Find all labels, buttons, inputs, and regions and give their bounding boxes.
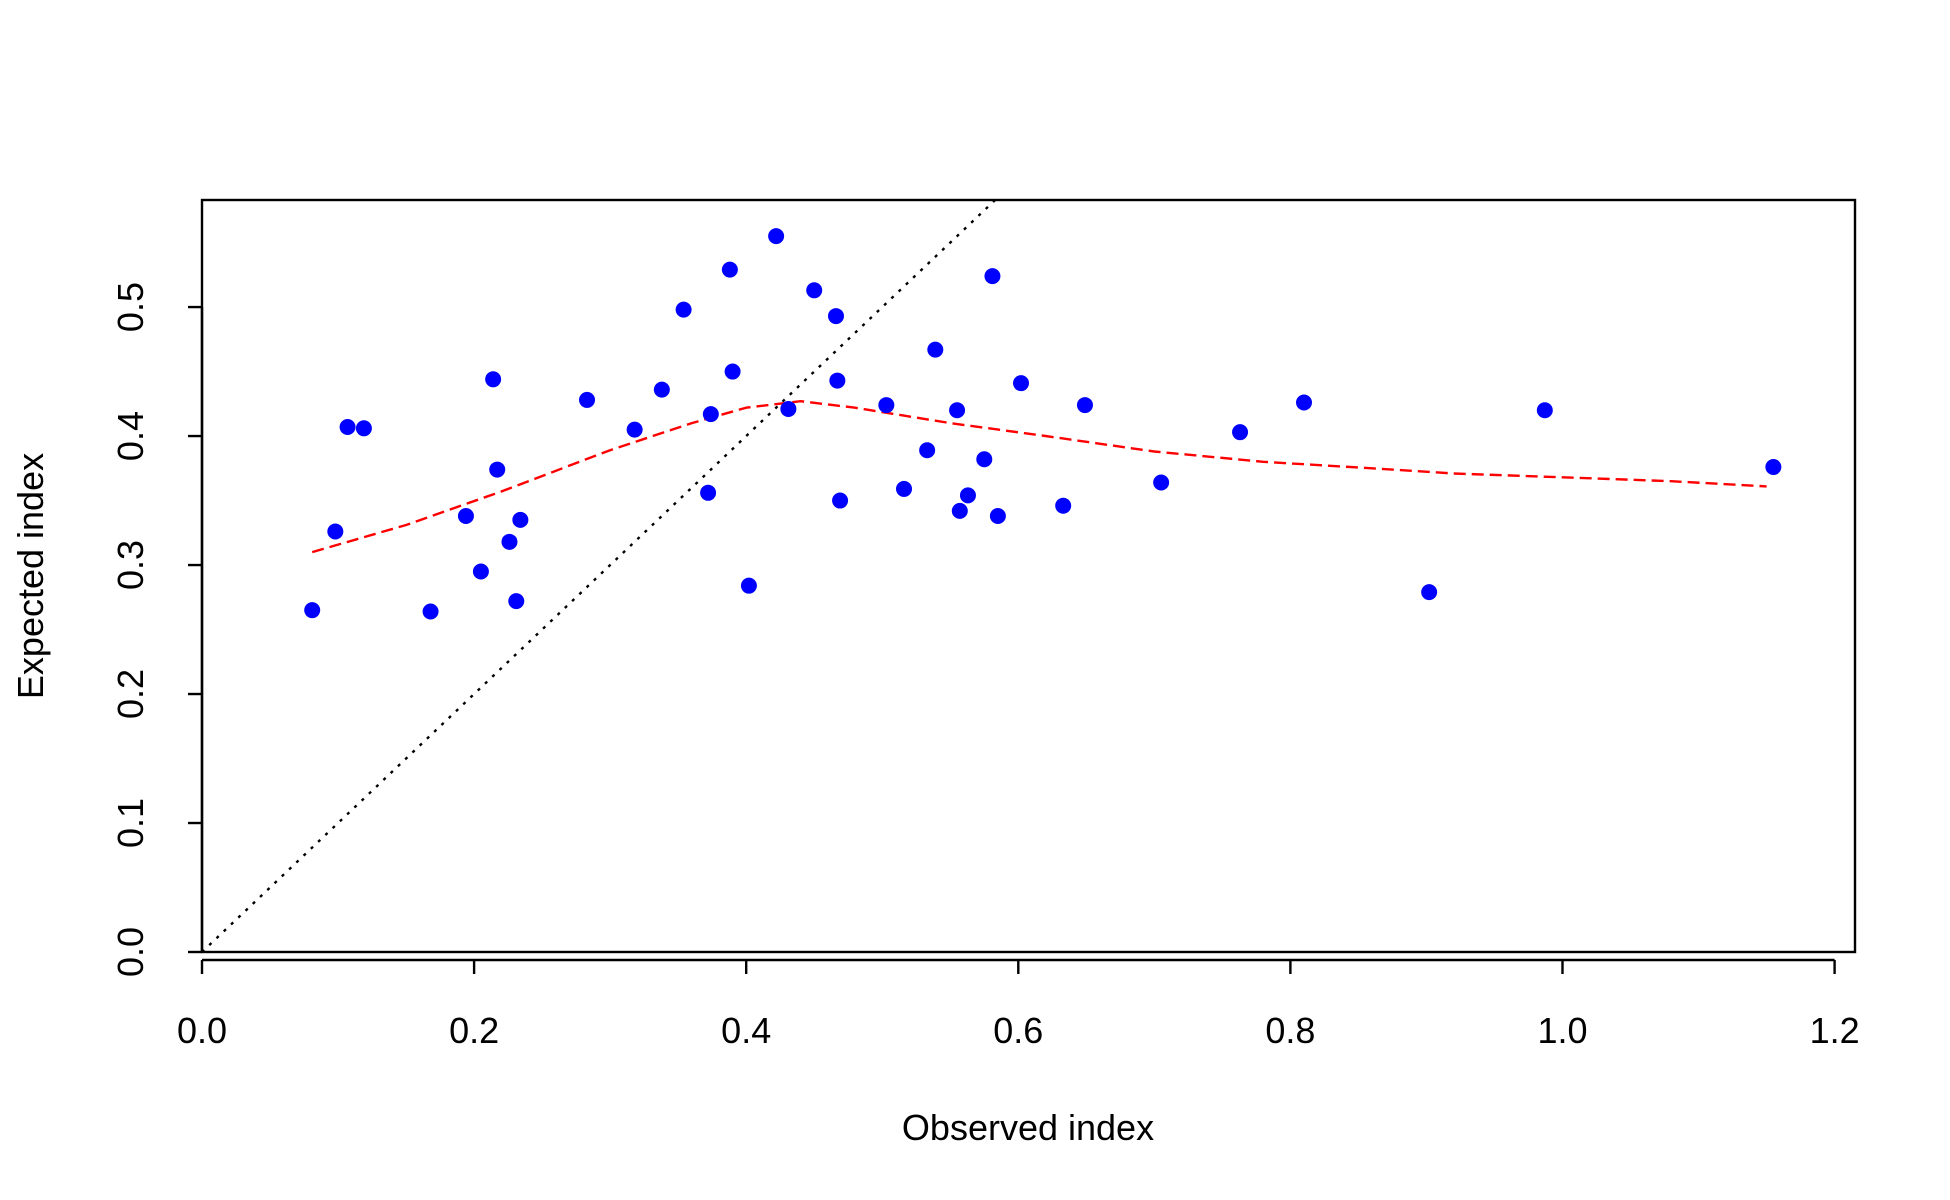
data-point: [768, 228, 785, 245]
data-point: [485, 371, 502, 388]
y-axis: 0.0 0.1 0.2 0.3 0.4 0.5: [110, 282, 204, 977]
data-point: [919, 442, 936, 459]
y-tick-label: 0.2: [110, 669, 151, 719]
x-tick-label: 0.8: [1265, 1010, 1315, 1051]
data-point: [700, 484, 717, 501]
data-point: [806, 282, 823, 299]
data-point: [829, 372, 846, 389]
data-point: [626, 421, 643, 438]
data-point: [827, 308, 844, 325]
data-point: [832, 492, 849, 509]
y-tick-label: 0.3: [110, 540, 151, 590]
data-point: [702, 406, 719, 423]
x-tick-label: 0.4: [721, 1010, 771, 1051]
data-point: [1013, 375, 1030, 392]
identity-line-group: [201, 199, 996, 953]
data-point: [304, 602, 321, 619]
data-point: [339, 419, 356, 436]
plot-frame: [200, 198, 1857, 954]
data-point: [896, 480, 913, 497]
smooth-line: [311, 399, 1767, 554]
x-tick-label: 0.0: [177, 1010, 227, 1051]
data-point: [1421, 584, 1438, 601]
data-point: [949, 402, 966, 419]
data-point: [976, 451, 993, 468]
data-point: [1536, 402, 1553, 419]
identity-line: [201, 199, 996, 953]
data-point: [457, 508, 474, 525]
data-point: [1296, 394, 1312, 411]
data-points: [304, 228, 1782, 620]
x-tick-label: 1.0: [1537, 1010, 1587, 1051]
data-point: [327, 523, 344, 540]
data-point: [508, 593, 525, 610]
x-axis-title: Observed index: [902, 1107, 1154, 1148]
data-point: [653, 381, 670, 398]
data-point: [724, 363, 741, 380]
data-point: [927, 341, 944, 358]
data-point: [721, 261, 738, 278]
x-tick-label: 1.2: [1810, 1010, 1860, 1051]
data-point: [1765, 459, 1782, 476]
data-point: [878, 397, 895, 414]
data-point: [501, 533, 518, 550]
data-point: [1055, 497, 1072, 514]
data-point: [675, 301, 692, 318]
data-point: [422, 603, 439, 620]
data-point: [579, 391, 596, 408]
data-point: [780, 400, 797, 417]
x-tick-label: 0.6: [993, 1010, 1043, 1051]
x-axis: 0.0 0.2 0.4 0.6 0.8 1.0 1.2: [177, 958, 1860, 1051]
y-tick-label: 0.4: [110, 411, 151, 461]
data-point: [989, 508, 1006, 525]
data-point: [472, 563, 489, 580]
y-tick-label: 0.5: [110, 282, 151, 332]
y-axis-title: Expected index: [10, 453, 51, 699]
data-point: [1232, 424, 1249, 441]
data-point: [740, 577, 757, 594]
data-point: [984, 268, 1001, 285]
data-point: [951, 502, 968, 519]
data-point: [959, 487, 976, 504]
y-tick-label: 0.1: [110, 798, 151, 848]
data-point: [355, 420, 372, 437]
smooth-line-group: [311, 399, 1767, 554]
data-point: [1153, 474, 1170, 491]
x-tick-label: 0.2: [449, 1010, 499, 1051]
data-point: [512, 511, 529, 528]
y-tick-label: 0.0: [110, 927, 151, 977]
data-point: [1076, 397, 1093, 414]
data-point: [489, 461, 506, 478]
